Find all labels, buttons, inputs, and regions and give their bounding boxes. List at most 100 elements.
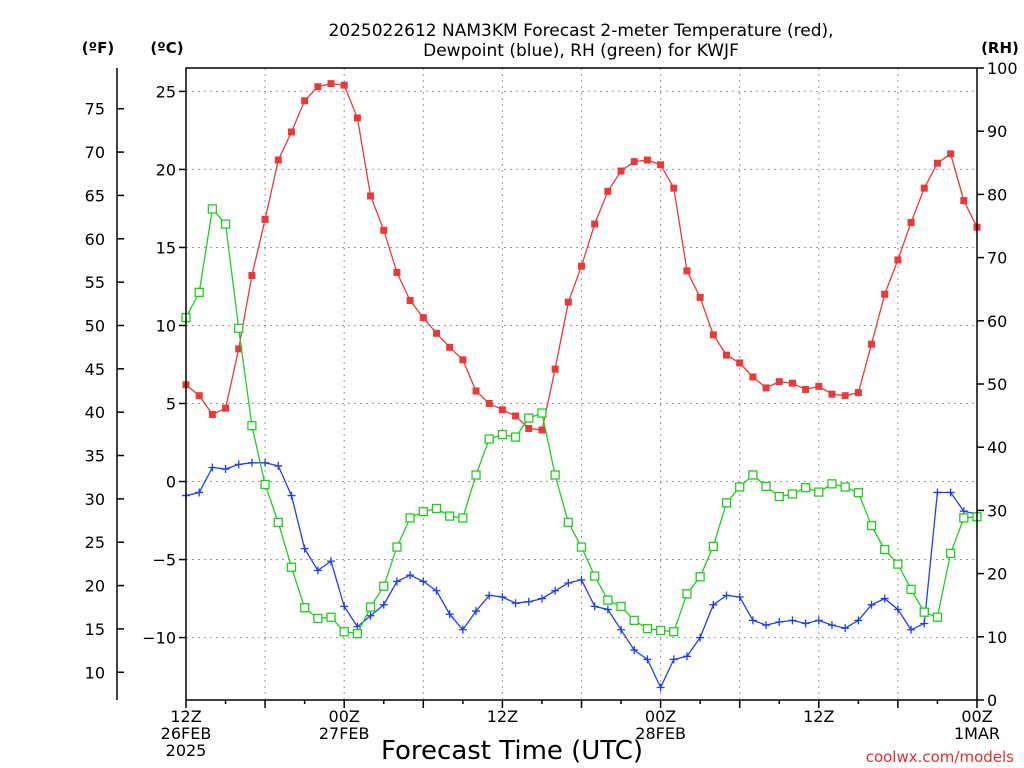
series-layer: [181, 80, 982, 692]
x-tick-label: 26FEB: [161, 724, 212, 743]
temperature-point: [920, 184, 928, 192]
rh-point: [405, 513, 415, 523]
rh-point: [524, 413, 534, 423]
fahrenheit-tick-label: 15: [85, 620, 105, 639]
rh-point: [669, 627, 679, 637]
x-tick-label: 12Z: [803, 707, 834, 726]
fahrenheit-tick-label: 40: [85, 403, 105, 422]
temperature-point: [446, 343, 454, 351]
credit-text: coolwx.com/models: [866, 748, 1014, 766]
temperature-point: [736, 359, 744, 367]
dewpoint-point: [221, 465, 230, 474]
rh-tick-label: 80: [987, 185, 1007, 204]
temperature-point: [604, 187, 612, 195]
rh-point: [853, 488, 863, 498]
temperature-point: [485, 400, 493, 408]
temperature-point: [208, 410, 216, 418]
rh-point: [616, 601, 626, 612]
dewpoint-point: [511, 599, 520, 608]
rh-point: [379, 581, 389, 591]
fahrenheit-tick-label: 45: [85, 360, 105, 379]
rh-point: [445, 511, 455, 521]
temperature-point: [498, 406, 506, 414]
temperature-point: [960, 197, 968, 205]
temperature-point: [578, 262, 585, 270]
rh-unit-label: (RH): [981, 39, 1019, 57]
temperature-point: [709, 331, 717, 339]
dewpoint-point: [920, 619, 929, 628]
temperature-point: [393, 268, 401, 276]
dewpoint-point: [537, 594, 546, 603]
dewpoint-point: [867, 600, 876, 609]
dewpoint-point: [801, 619, 810, 628]
dewpoint-point: [287, 491, 296, 500]
x-tick-label: 27FEB: [319, 724, 370, 743]
dewpoint-point: [208, 463, 217, 472]
rh-point: [313, 613, 323, 624]
rh-point: [945, 548, 956, 559]
fahrenheit-tick-label: 60: [85, 230, 105, 249]
fahrenheit-unit-label: (ºF): [82, 39, 114, 57]
temperature-point: [907, 218, 915, 226]
rh-point: [339, 627, 349, 637]
dewpoint-point: [274, 461, 283, 470]
temperature-point: [881, 290, 889, 298]
temperature-point: [432, 329, 440, 337]
x-tick-label: 12Z: [487, 707, 518, 726]
rh-point: [590, 571, 600, 581]
dewpoint-point: [340, 602, 349, 611]
temperature-point: [670, 184, 678, 192]
temperature-point: [406, 297, 414, 305]
rh-point: [682, 589, 692, 599]
rh-point: [880, 544, 890, 555]
dewpoint-point: [696, 633, 705, 642]
temperature-point: [894, 256, 902, 264]
temperature-point: [525, 424, 533, 432]
dewpoint-point: [788, 616, 797, 625]
rh-point: [471, 470, 481, 480]
temperature-point: [933, 159, 941, 167]
rh-point: [735, 482, 745, 492]
celsius-tick-label: −10: [142, 629, 176, 648]
rh-tick-label: 90: [987, 122, 1007, 141]
dewpoint-point: [485, 591, 494, 600]
rh-point: [748, 470, 758, 480]
rh-point: [708, 541, 718, 552]
rh-point: [510, 432, 521, 442]
dewpoint-point: [419, 577, 428, 586]
rh-point: [827, 479, 837, 489]
celsius-tick-label: 20: [156, 160, 176, 179]
dewpoint-point: [234, 460, 243, 469]
temperature-point: [749, 373, 757, 381]
dewpoint-point: [722, 591, 731, 600]
dewpoint-point: [195, 488, 204, 497]
rh-point: [286, 562, 297, 572]
celsius-tick-label: −5: [152, 551, 176, 570]
rh-point: [840, 482, 850, 492]
temperature-point: [815, 382, 823, 390]
rh-point: [603, 595, 613, 605]
dewpoint-point: [577, 575, 586, 584]
dewpoint-point: [406, 571, 415, 580]
fahrenheit-tick-label: 50: [85, 316, 105, 335]
temperature-point: [657, 161, 665, 169]
temperature-point: [301, 97, 309, 105]
temperature-point: [380, 226, 388, 234]
dewpoint-point: [762, 621, 771, 630]
temperature-point: [222, 404, 230, 412]
temperature-point: [459, 356, 467, 364]
fahrenheit-tick-label: 30: [85, 490, 105, 509]
dewpoint-point: [880, 594, 889, 603]
temperature-point: [617, 167, 625, 175]
rh-point: [906, 584, 916, 595]
rh-tick-label: 10: [987, 628, 1007, 647]
temperature-point: [551, 365, 559, 373]
rh-point: [194, 287, 204, 298]
temperature-point: [327, 80, 335, 88]
temperature-point: [802, 385, 810, 393]
temperature-point: [854, 389, 862, 397]
rh-tick-label: 100: [987, 59, 1018, 78]
temperature-point: [472, 387, 480, 395]
dewpoint-point: [735, 593, 744, 602]
dewpoint-point: [682, 652, 691, 661]
